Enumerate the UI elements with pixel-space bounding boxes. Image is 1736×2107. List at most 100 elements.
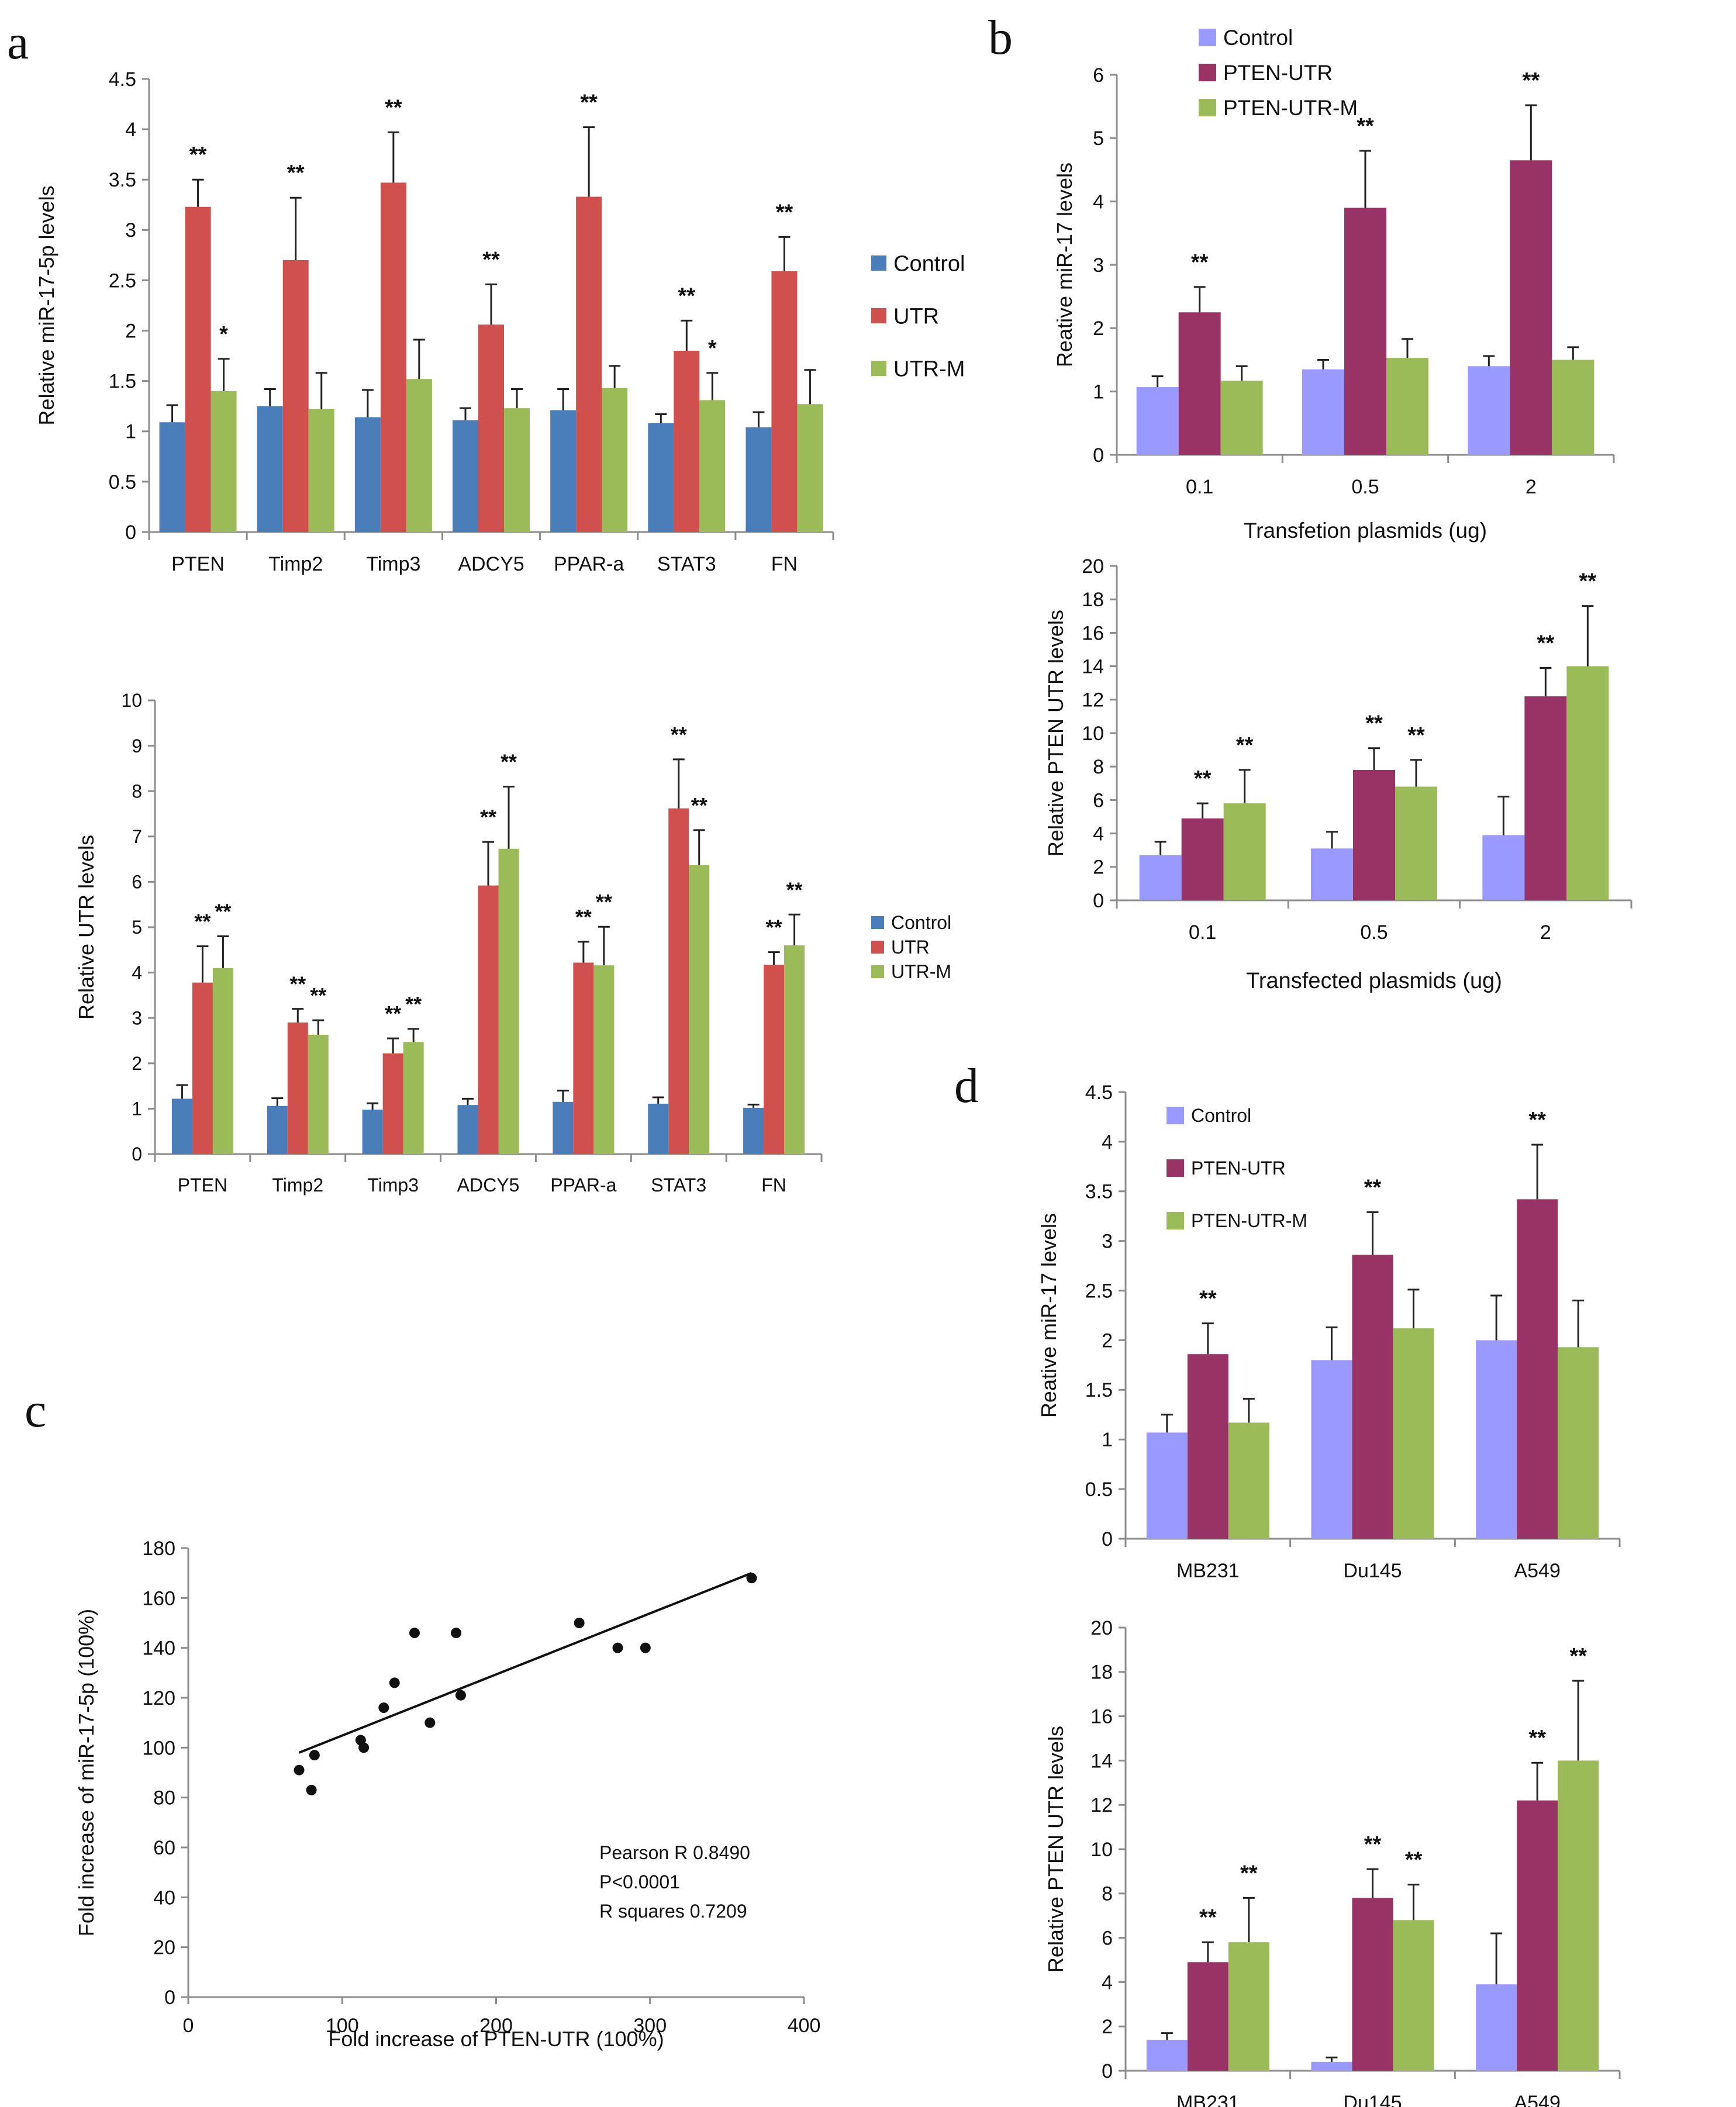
significance-mark: ** <box>575 905 592 929</box>
significance-mark: ** <box>1364 1175 1382 1200</box>
y-tick-label: 4 <box>132 962 142 983</box>
bar <box>1395 786 1437 900</box>
significance-mark: ** <box>786 878 803 901</box>
y-tick-label: 4.5 <box>109 68 136 91</box>
x-tick-label: FN <box>761 1175 786 1196</box>
legend-swatch <box>1166 1107 1184 1124</box>
y-tick-label: 3.5 <box>109 169 136 191</box>
bar <box>1344 208 1386 455</box>
legend-label: UTR <box>893 304 939 329</box>
bar <box>699 400 726 532</box>
y-tick-label: 4 <box>1093 191 1104 213</box>
bar <box>478 885 499 1154</box>
scatter-point <box>378 1702 389 1714</box>
bar <box>573 962 594 1154</box>
x-tick-label: STAT3 <box>651 1175 706 1196</box>
legend-label: PTEN-UTR-M <box>1191 1210 1307 1231</box>
x-tick-label: 400 <box>788 2015 821 2037</box>
x-tick-label: A549 <box>1514 1560 1560 1582</box>
significance-mark: ** <box>1191 250 1209 275</box>
significance-mark: ** <box>385 95 402 120</box>
bar <box>1517 1199 1558 1539</box>
legend-label: Control <box>1191 1105 1251 1126</box>
bar <box>1468 366 1510 455</box>
y-tick-label: 0 <box>1093 890 1104 912</box>
significance-mark: ** <box>482 247 500 272</box>
bar <box>1566 666 1609 900</box>
y-axis-label: Reative miR-17 levels <box>1037 1213 1061 1418</box>
legend-label: Control <box>893 251 965 276</box>
bar <box>380 182 406 532</box>
significance-mark: ** <box>310 983 326 1007</box>
stats-annotation: R squares 0.7209 <box>599 1901 747 1922</box>
bar <box>1311 1360 1352 1539</box>
bar <box>210 391 237 532</box>
y-tick-label: 6 <box>1093 789 1104 811</box>
y-tick-label: 6 <box>132 872 142 893</box>
y-tick-label: 2 <box>125 320 136 342</box>
x-tick-label: PPAR-a <box>550 1175 616 1196</box>
chart-b-bottom: 0 2 4 6 8 10 12 14 16 18 20 0.1 ** ** 0.5 ** ** 2 ** ** Rela… <box>1044 555 1633 993</box>
bar <box>1517 1800 1558 2071</box>
scatter-point <box>746 1573 757 1584</box>
bar <box>478 324 504 532</box>
y-tick-label: 2 <box>1093 856 1104 879</box>
x-tick-label: Du145 <box>1343 1560 1402 1582</box>
x-tick-label: Timp3 <box>367 1175 419 1196</box>
scatter-point <box>309 1750 320 1761</box>
y-tick-label: 2 <box>1102 2016 1113 2038</box>
bar <box>1146 1432 1188 1539</box>
legend-swatch <box>871 965 884 978</box>
scatter-point <box>294 1764 305 1776</box>
bar <box>1353 769 1395 900</box>
bar <box>1302 369 1344 455</box>
x-tick-label: 0.1 <box>1189 921 1216 944</box>
bar <box>1524 696 1567 900</box>
y-tick-label: 0 <box>1102 2060 1113 2082</box>
stats-annotation: P<0.0001 <box>599 1871 680 1892</box>
y-tick-label: 3 <box>1102 1231 1113 1253</box>
bar <box>593 965 615 1154</box>
significance-mark: ** <box>287 161 305 185</box>
significance-mark: ** <box>385 1001 401 1025</box>
bar <box>1393 1328 1434 1539</box>
bar <box>212 968 233 1154</box>
significance-mark: ** <box>671 723 687 747</box>
significance-mark: ** <box>1365 711 1383 736</box>
x-tick-label: 0.1 <box>1186 476 1213 498</box>
significance-mark: ** <box>1407 723 1425 748</box>
y-tick-label: 14 <box>1090 1750 1113 1772</box>
significance-mark: ** <box>1199 1287 1217 1311</box>
significance-mark: ** <box>194 910 210 934</box>
scatter-point <box>574 1618 585 1628</box>
bar <box>746 427 772 532</box>
scatter-point <box>612 1642 623 1653</box>
significance-mark: ** <box>776 200 793 224</box>
y-tick-label: 4 <box>1102 1131 1113 1153</box>
x-axis-label: Transfected plasmids (ug) <box>1246 969 1502 993</box>
chart-b-top: 0 1 2 3 4 5 6 0.1 ** 0.5 ** 2 ** Reative miR-17 level… <box>1052 26 1615 543</box>
bar <box>1558 1347 1599 1539</box>
bar <box>282 260 309 532</box>
y-tick-label: 4 <box>125 119 136 141</box>
bar <box>553 1101 574 1154</box>
bar <box>1352 1898 1393 2071</box>
x-tick-label: 2 <box>1540 921 1551 944</box>
significance-mark: ** <box>1357 114 1374 139</box>
legend-swatch <box>1166 1159 1184 1177</box>
bar <box>1476 1340 1517 1539</box>
significance-mark: ** <box>596 890 612 914</box>
y-tick-label: 2 <box>1102 1329 1113 1352</box>
legend-swatch <box>1199 64 1216 81</box>
significance-mark: ** <box>1236 733 1254 758</box>
bar <box>354 417 381 532</box>
y-tick-label: 3 <box>1093 254 1104 277</box>
y-tick-label: 180 <box>142 1538 175 1560</box>
x-tick-label: MB231 <box>1176 1560 1240 1582</box>
bar <box>1228 1422 1269 1539</box>
bar <box>771 271 798 532</box>
bar <box>406 379 432 532</box>
significance-mark: ** <box>1199 1905 1217 1930</box>
scatter-point <box>358 1742 370 1753</box>
